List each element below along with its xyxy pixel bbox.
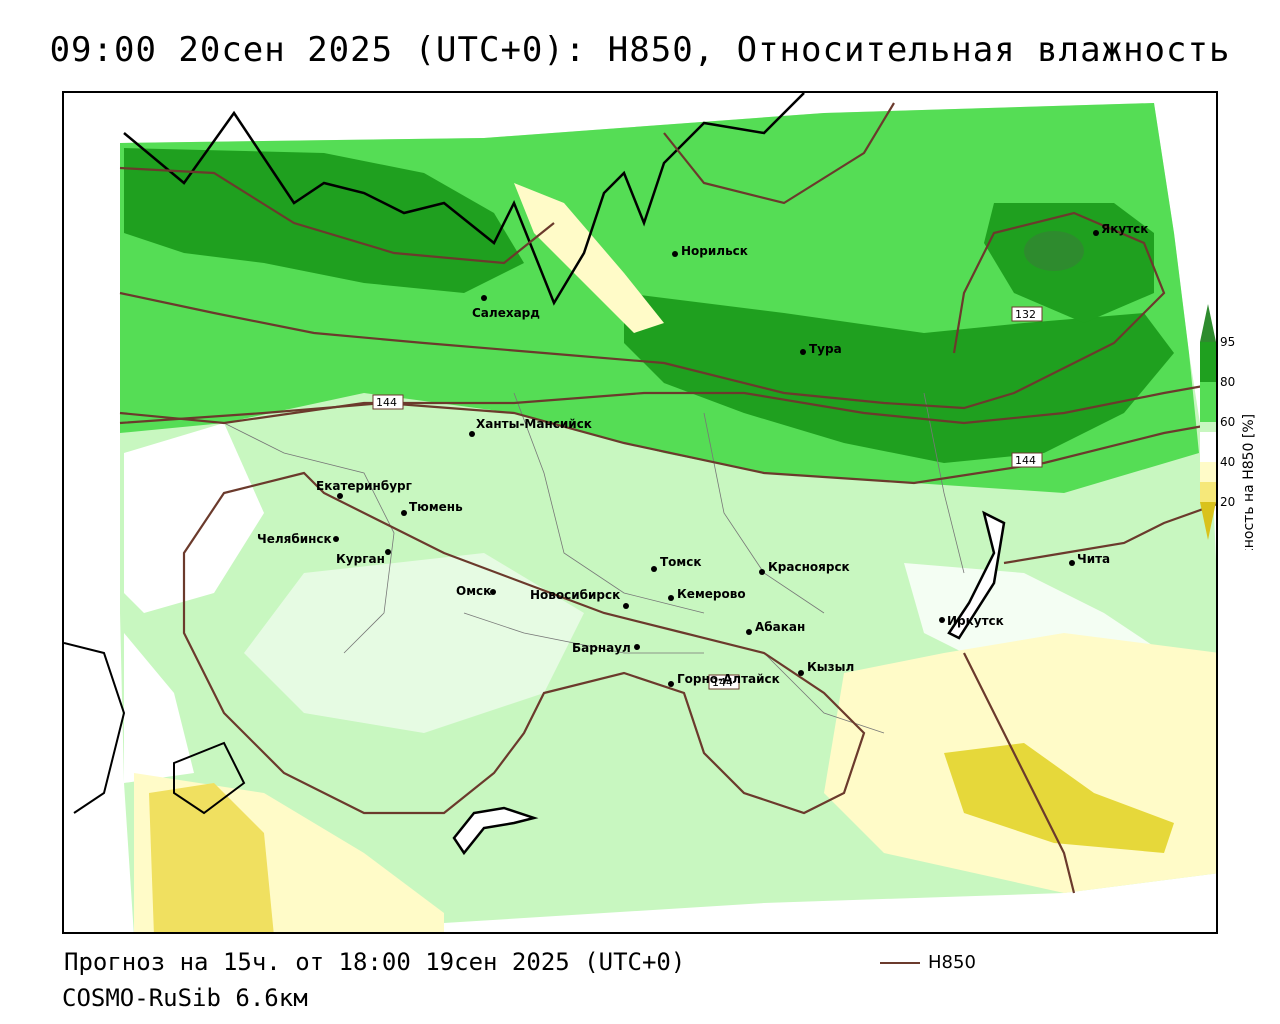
forecast-info: Прогноз на 15ч. от 18:00 19сен 2025 (UTC… [64,948,686,976]
isoline-1 [119,382,1216,425]
isoline-2 [119,211,1166,410]
admin-borders [223,392,965,734]
city-label-tyumen: Тюмень [409,500,463,514]
isoline-value-label: 132 [1015,308,1036,321]
city-label-novosibirsk: Новосибирск [530,588,620,602]
humidity-zone-low-1 [124,423,264,613]
city-label-abakan: Абакан [755,620,805,634]
west-border [64,642,126,814]
isoline-value-label: 144 [1015,454,1036,467]
humidity-zone-low-4 [124,633,194,783]
city-label-chelyabinsk: Челябинск [257,532,332,546]
dry-zone-yamal [514,183,664,333]
iso-label-box-3 [1011,452,1043,468]
colorbar-title: Влажность на H850 [%] [1241,414,1257,550]
iso-label-box-1 [372,394,404,410]
city-label-kyzyl: Кызыл [807,660,854,674]
isoline-legend-swatch [880,961,920,964]
city-dot [490,589,496,595]
dry-zone-southeast-core [944,743,1174,853]
city-dot [798,670,804,676]
lake-baikal [947,510,1006,640]
city-dot [800,349,806,355]
colorbar-band-20-30 [1200,482,1216,502]
isoline-8 [1003,503,1216,565]
humidity-zone-low-2 [244,553,584,733]
colorbar-tick: 95 [1220,335,1235,349]
city-label-khanty-mansiysk: Ханты-Мансийск [476,417,592,431]
colorbar-band-40-50 [1200,432,1216,462]
humidity-zone-max [1024,231,1084,271]
city-dot [481,295,487,301]
colorbar-tick: 20 [1220,495,1235,509]
isoline-4 [663,102,895,205]
isoline-value-label: 144 [376,396,397,409]
city-label-kemerovo: Кемерово [677,587,746,601]
h850-isolines [119,102,1216,894]
isoline-6 [182,471,866,815]
colorbar-arrow-bottom [1200,502,1216,540]
city-label-norilsk: Норильск [681,244,748,258]
city-dot [333,536,339,542]
city-dot [623,603,629,609]
lake-balkhash [452,806,539,856]
colorbar-tick: 60 [1220,415,1235,429]
map-panel: 144 132 144 144 Якутск Норильск Салехард… [62,91,1218,934]
city-label-omsk: Омск [456,584,491,598]
colorbar-band-60-80 [1200,382,1216,422]
city-label-tomsk: Томск [660,555,702,569]
city-dot [668,595,674,601]
city-dot [337,493,343,499]
city-dot [672,251,678,257]
city-label-tura: Тура [809,342,842,356]
colorbar-band-80-95 [1200,342,1216,382]
city-dot [759,569,765,575]
isoline-value-label: 144 [712,676,733,689]
colorbar-tick: 80 [1220,375,1235,389]
city-dot [385,549,391,555]
city-markers: Якутск Норильск Салехард Тура Ханты-Манс… [257,222,1148,687]
city-label-yekaterinburg: Екатеринбург [316,479,412,493]
city-label-krasnoyarsk: Красноярск [768,560,850,574]
city-label-yakutsk: Якутск [1101,222,1148,236]
city-dot [401,510,407,516]
city-label-salekhard: Салехард [472,306,540,320]
arctic-coastline [123,93,805,306]
city-dot [1069,560,1075,566]
map-title: 09:00 20сен 2025 (UTC+0): H850, Относите… [49,30,1231,70]
colorbar-band-30-40 [1200,462,1216,482]
city-dot [668,681,674,687]
city-dot [746,629,752,635]
isoline-legend: H850 [880,952,976,973]
isoline-5 [119,401,1216,485]
city-dot [939,617,945,623]
city-dot [634,644,640,650]
city-label-gorno-altaysk: Горно-Алтайск [677,672,780,686]
model-name: COSMO-RuSib 6.6км [62,984,308,1012]
city-label-irkutsk: Иркутск [947,614,1004,628]
city-label-chita: Чита [1077,552,1110,566]
isoline-legend-label: H850 [928,952,976,973]
city-dot [469,431,475,437]
isoline-7 [963,652,1076,894]
city-label-kurgan: Курган [336,552,385,566]
colorbar-arrow-top [1200,304,1216,342]
iso-label-box-4 [708,674,740,690]
city-label-barnaul: Барнаул [572,641,631,655]
humidity-map: 144 132 144 144 Якутск Норильск Салехард… [64,93,1216,932]
iso-label-box-2 [1011,306,1043,322]
colorbar-tick: 40 [1220,455,1235,469]
isoline-3 [119,166,555,265]
caspian-shore [173,741,246,815]
city-dot [1093,230,1099,236]
isoline-labels: 144 132 144 144 [372,306,1043,690]
humidity-zone-high-2 [624,293,1174,463]
colorbar: 95 80 60 40 20 Влажность на H850 [%] [1198,300,1258,588]
city-dot [651,566,657,572]
colorbar-band-50-60 [1200,422,1216,432]
colorbar-svg: 95 80 60 40 20 Влажность на H850 [%] [1200,304,1257,588]
dry-zone-southwest-core [149,783,274,932]
